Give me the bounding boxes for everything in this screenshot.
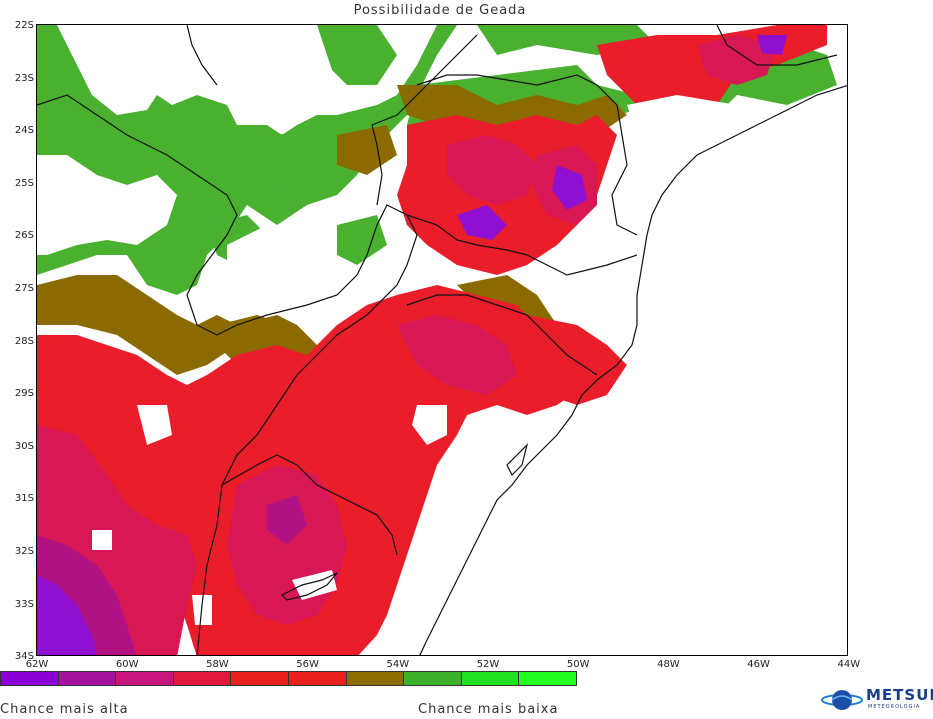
legend-swatch — [58, 672, 117, 685]
legend-swatch — [231, 672, 289, 685]
frost-probability-map — [36, 24, 848, 656]
map-canvas — [37, 25, 847, 655]
legend-swatch — [346, 672, 405, 685]
legend-swatch — [1, 672, 59, 685]
logo-subtitle: METEOROLOGIA — [868, 704, 921, 710]
lat-tick-label: 34S — [14, 651, 34, 663]
legend-low-label: Chance mais baixa — [418, 702, 559, 717]
globe-icon — [821, 690, 863, 710]
lat-tick-label: 28S — [14, 335, 34, 347]
legend-color-bar — [0, 671, 577, 686]
lon-tick-label: 46W — [747, 659, 770, 670]
no-data-gaps — [37, 25, 847, 655]
lon-tick-label: 48W — [657, 659, 680, 670]
legend-high-label: Chance mais alta — [0, 702, 129, 717]
lat-tick-label: 32S — [14, 546, 34, 557]
lon-tick-label: 52W — [476, 659, 500, 670]
lat-tick-label: 27S — [14, 283, 34, 294]
boundary-lines — [37, 25, 847, 655]
lat-tick-label: 30S — [14, 440, 34, 452]
map-title: Possibilidade de Geada — [353, 3, 527, 18]
metsul-logo: METSUL METEOROLOGIA — [818, 686, 933, 715]
lon-tick-label: 56W — [296, 659, 319, 670]
lat-tick-label: 22S — [14, 20, 34, 31]
lon-tick-label: 62W — [25, 659, 49, 670]
lat-tick-label: 33S — [14, 598, 34, 610]
lat-tick-label: 23S — [14, 72, 34, 84]
lat-tick-label: 31S — [14, 493, 34, 505]
lat-tick-label: 24S — [14, 125, 34, 137]
lat-tick-label: 29S — [14, 388, 34, 400]
legend-swatch — [116, 672, 174, 685]
legend-swatch — [519, 672, 576, 685]
lon-tick-label: 44W — [837, 659, 861, 670]
legend-swatch — [461, 672, 520, 685]
lon-tick-label: 54W — [386, 659, 410, 670]
lon-tick-label: 50W — [566, 659, 590, 670]
highest-chance-layer — [37, 35, 787, 655]
lon-tick-label: 58W — [206, 659, 229, 670]
legend-swatch — [173, 672, 232, 685]
legend-swatch — [404, 672, 462, 685]
logo-name: METSUL — [866, 686, 933, 704]
lat-tick-label: 25S — [14, 177, 34, 189]
lat-tick-label: 26S — [14, 230, 34, 242]
legend-swatch — [288, 672, 347, 685]
lon-tick-label: 60W — [115, 659, 139, 670]
